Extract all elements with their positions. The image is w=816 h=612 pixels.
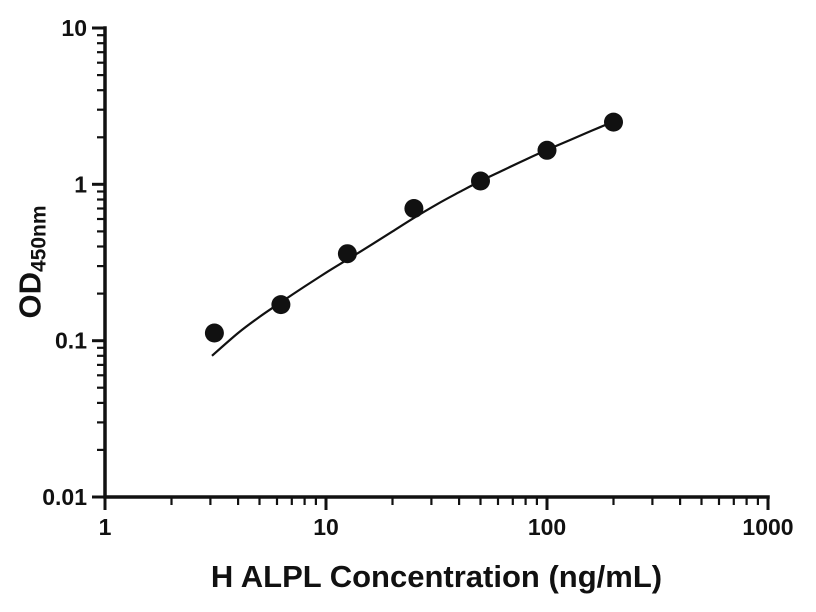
data-point <box>604 112 623 132</box>
y-tick-label: 0.1 <box>55 328 87 354</box>
y-tick-label: 1 <box>74 171 87 197</box>
x-tick-label: 10 <box>313 514 339 540</box>
data-point <box>471 171 490 191</box>
x-tick-label: 1000 <box>742 514 793 540</box>
y-axis-title: OD450nm <box>12 205 51 319</box>
data-point <box>404 199 424 218</box>
x-tick-label: 100 <box>528 514 566 540</box>
y-axis-title-subscript: 450nm <box>27 205 51 273</box>
x-tick-label: 1 <box>99 514 112 540</box>
ticks <box>92 26 770 510</box>
data-point <box>204 323 224 343</box>
y-tick-label: 10 <box>61 15 87 41</box>
y-axis-title-main: OD <box>12 272 48 319</box>
data-point <box>337 244 357 264</box>
tick-labels: 1 10 100 1000 0.01 0.1 1 10 <box>42 15 793 540</box>
data-points <box>204 112 623 343</box>
axes <box>103 26 770 499</box>
axis-lines <box>103 26 770 499</box>
data-point <box>537 140 557 160</box>
x-axis-title: H ALPL Concentration (ng/mL) <box>210 559 663 594</box>
y-tick-label: 0.01 <box>42 484 87 510</box>
data-point <box>271 295 291 315</box>
